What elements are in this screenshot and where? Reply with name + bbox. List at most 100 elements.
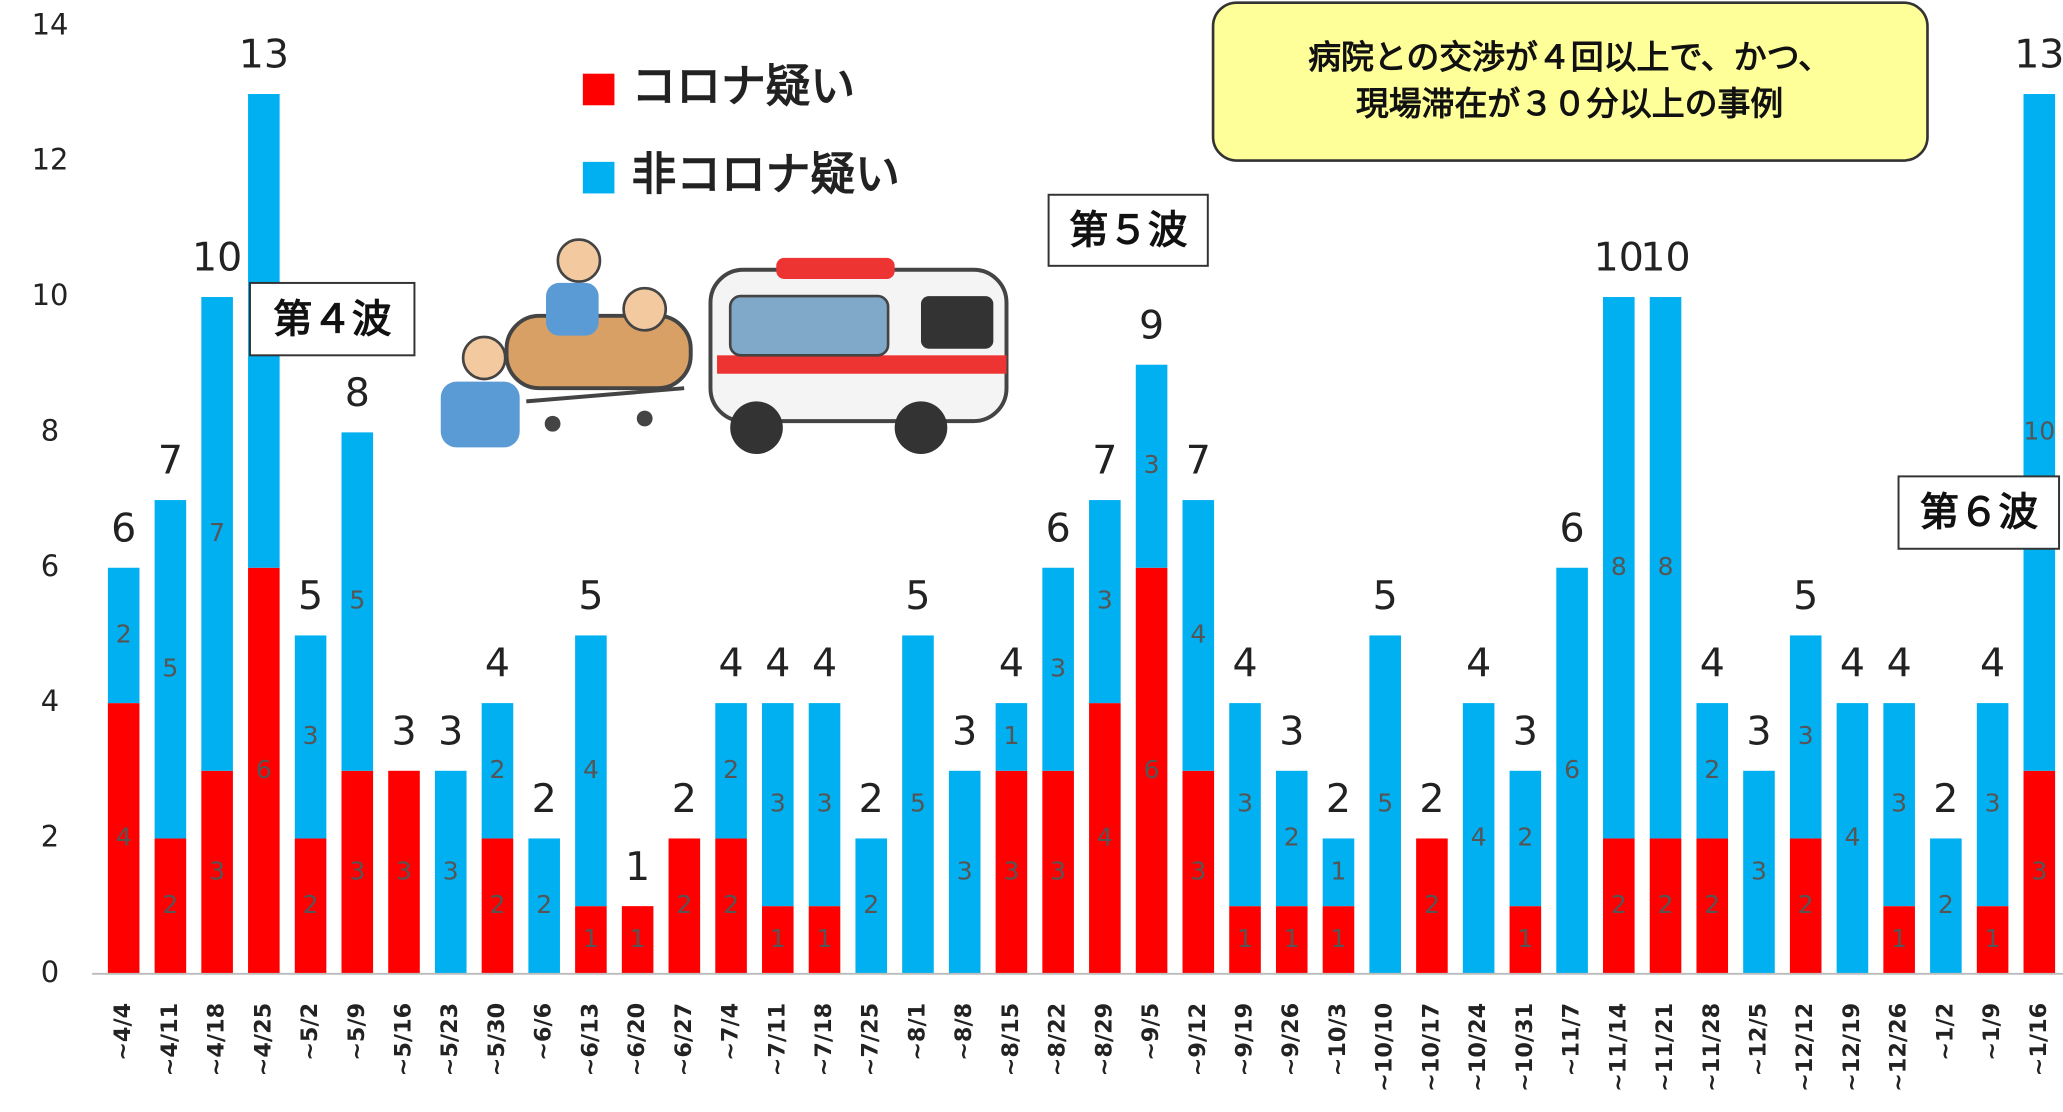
x-tick-label: ~4/4: [110, 1003, 136, 1061]
total-label: 5: [298, 573, 323, 619]
segment-label: 3: [817, 789, 833, 818]
x-tick-label: ~10/3: [1325, 1003, 1351, 1077]
segment-label: 3: [1891, 789, 1907, 818]
total-label: 10: [192, 235, 242, 281]
segment-label: 3: [957, 856, 973, 885]
legend-swatch: [583, 74, 615, 106]
segment-label: 2: [1938, 890, 1954, 919]
segment-label: 6: [1564, 755, 1580, 784]
segment-label: 2: [116, 619, 132, 648]
annotation: 第５波: [1069, 207, 1188, 253]
segment-label: 4: [1190, 619, 1206, 648]
legend-label: コロナ疑い: [632, 59, 856, 112]
total-label: 8: [345, 370, 370, 416]
segment-label: 3: [209, 856, 225, 885]
segment-label: 2: [723, 890, 739, 919]
total-label: 6: [1046, 505, 1071, 551]
segment-label: 3: [2031, 856, 2047, 885]
x-tick-label: ~6/6: [531, 1003, 557, 1061]
y-tick-label: 4: [41, 684, 59, 718]
segment-label: 2: [1798, 890, 1814, 919]
x-tick-label: ~1/16: [2026, 1003, 2052, 1077]
x-tick-label: ~6/27: [671, 1003, 697, 1077]
total-label: 9: [1139, 302, 1164, 348]
total-label: 5: [905, 573, 930, 619]
segment-label: 5: [1377, 789, 1393, 818]
segment-label: 1: [1517, 924, 1533, 953]
segment-label: 1: [1331, 924, 1347, 953]
segment-label: 2: [1704, 755, 1720, 784]
x-tick-label: ~9/5: [1138, 1003, 1164, 1061]
segment-label: 8: [1658, 552, 1674, 581]
y-tick-label: 14: [32, 7, 69, 41]
x-tick-label: ~12/12: [1792, 1003, 1818, 1092]
segment-label: 6: [256, 755, 272, 784]
y-tick-label: 12: [32, 143, 69, 177]
total-label: 3: [1513, 708, 1538, 754]
total-label: 2: [859, 776, 884, 822]
x-tick-label: ~8/22: [1045, 1003, 1071, 1077]
segment-label: 3: [1751, 856, 1767, 885]
chart: 02468101214426~4/4257~4/113710~4/186713~…: [0, 0, 2063, 1112]
segment-label: 5: [910, 789, 926, 818]
note-text: 病院との交渉が４回以上で、かつ、: [1308, 38, 1831, 77]
annotation: 第４波: [273, 296, 392, 342]
x-tick-label: ~7/18: [811, 1003, 837, 1077]
total-label: 4: [1840, 641, 1865, 687]
total-label: 2: [1419, 776, 1444, 822]
segment-label: 2: [490, 755, 506, 784]
segment-label: 3: [1050, 653, 1066, 682]
segment-label: 3: [1190, 856, 1206, 885]
segment-label: 1: [1891, 924, 1907, 953]
total-label: 4: [1980, 641, 2005, 687]
x-tick-label: ~11/7: [1559, 1003, 1585, 1077]
segment-label: 1: [1237, 924, 1253, 953]
total-label: 5: [1793, 573, 1818, 619]
x-tick-label: ~8/8: [951, 1003, 977, 1061]
segment-label: 1: [583, 924, 599, 953]
segment-label: 4: [583, 755, 599, 784]
x-tick-label: ~10/31: [1512, 1003, 1538, 1092]
segment-label: 6: [1144, 755, 1160, 784]
x-tick-label: ~5/2: [297, 1003, 323, 1061]
x-tick-label: ~4/11: [157, 1003, 183, 1077]
segment-label: 2: [1284, 822, 1300, 851]
total-label: 6: [111, 505, 136, 551]
x-tick-label: ~7/25: [858, 1003, 884, 1077]
segment-label: 4: [116, 822, 132, 851]
total-label: 2: [1933, 776, 1958, 822]
x-tick-label: ~8/1: [904, 1003, 930, 1061]
segment-label: 3: [1050, 856, 1066, 885]
segment-label: 2: [723, 755, 739, 784]
total-label: 3: [391, 708, 416, 754]
x-tick-label: ~8/15: [998, 1003, 1024, 1077]
y-tick-label: 8: [41, 413, 59, 447]
segment-label: 2: [1424, 890, 1440, 919]
note-text: 現場滞在が３０分以上の事例: [1356, 84, 1783, 123]
x-tick-label: ~5/16: [391, 1003, 417, 1077]
total-label: 2: [532, 776, 557, 822]
segment-label: 2: [676, 890, 692, 919]
total-label: 4: [485, 641, 510, 687]
total-label: 13: [239, 32, 289, 78]
total-label: 7: [1186, 438, 1211, 484]
total-label: 6: [1560, 505, 1585, 551]
total-label: 13: [2014, 32, 2063, 78]
total-label: 10: [1594, 235, 1644, 281]
total-label: 4: [765, 641, 790, 687]
total-label: 4: [719, 641, 744, 687]
legend-label: 非コロナ疑い: [632, 148, 900, 201]
segment-label: 1: [1331, 856, 1347, 885]
segment-label: 3: [396, 856, 412, 885]
segment-label: 3: [443, 856, 459, 885]
segment-label: 3: [1003, 856, 1019, 885]
segment-label: 3: [1798, 721, 1814, 750]
x-tick-label: ~11/21: [1652, 1003, 1678, 1092]
total-label: 3: [952, 708, 977, 754]
segment-label: 3: [1144, 450, 1160, 479]
segment-label: 4: [1844, 822, 1860, 851]
x-tick-label: ~10/24: [1465, 1003, 1491, 1092]
segment-label: 5: [162, 653, 178, 682]
y-tick-label: 10: [32, 278, 69, 312]
total-label: 2: [1326, 776, 1351, 822]
